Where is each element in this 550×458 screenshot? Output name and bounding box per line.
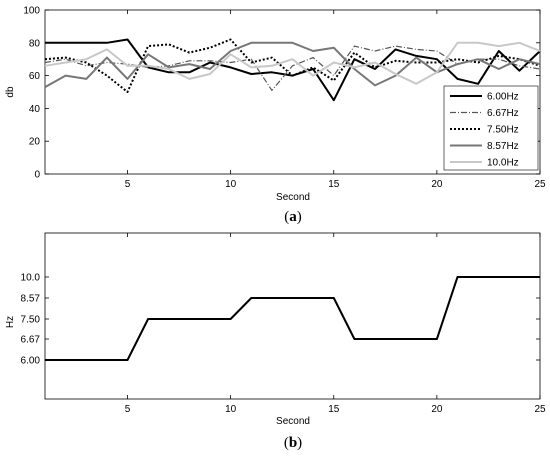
panel-a-ylabel: db (5, 86, 16, 98)
legend-label-7-50hz: 7.50Hz (487, 125, 519, 136)
panel-a-x-tick-label: 15 (328, 179, 340, 190)
series-line-10-0hz (44, 41, 541, 85)
panel-a-x-tick-label: 10 (225, 179, 237, 190)
panel-b-series-lines (45, 276, 540, 361)
panel-b-plot-frame (44, 232, 541, 400)
frequency-step-line (45, 276, 540, 361)
legend-label-6-00hz: 6.00Hz (487, 92, 519, 103)
panel-b-caption: (b) (284, 435, 302, 451)
panel-a-x-tick-label: 25 (534, 179, 546, 190)
panel-a-y-tick-label: 60 (29, 71, 41, 82)
panel-a-y-tick-label: 100 (23, 6, 40, 17)
panel-b-x-tick-label: 15 (328, 404, 340, 415)
panel-a-y-tick-label: 20 (29, 137, 41, 148)
panel-b-x-tick-label: 25 (534, 404, 546, 415)
panel-a-series-lines (44, 38, 541, 102)
panel-a-x-tick-label: 20 (431, 179, 443, 190)
panel-b-ticks: 5 10 15 20 25 6.00 6.67 7.50 8.57 10.0 (21, 233, 546, 415)
series-line-8-57hz (44, 41, 541, 88)
panel-a-y-tick-label: 0 (34, 170, 40, 181)
legend-label-10-0hz: 10.0Hz (487, 158, 519, 169)
panel-a-y-tick-label: 80 (29, 38, 41, 49)
series-line-7-50hz (44, 38, 541, 93)
panel-a-x-tick-label: 5 (125, 179, 131, 190)
panel-b-x-tick-label: 5 (125, 404, 131, 415)
legend-label-8-57hz: 8.57Hz (487, 141, 519, 152)
panel-b-ylabel: Hz (5, 316, 16, 328)
panel-b-y-tick-label: 6.00 (21, 356, 41, 367)
panel-a-xlabel: Second (276, 192, 310, 203)
panel-b-xlabel: Second (276, 416, 310, 427)
panel-a-y-tick-label: 40 (29, 104, 41, 115)
legend-label-6-67hz: 6.67Hz (487, 108, 519, 119)
panel-b-x-tick-label: 10 (225, 404, 237, 415)
panel-b-y-tick-label: 7.50 (21, 315, 41, 326)
panel-a-legend: 6.00Hz 6.67Hz 7.50Hz 8.57Hz 10.0Hz (443, 85, 539, 171)
panel-b-x-tick-label: 20 (431, 404, 443, 415)
panel-b-y-tick-label: 8.57 (21, 294, 41, 305)
panel-b-y-tick-label: 6.67 (21, 335, 41, 346)
panel-a-caption: (a) (284, 209, 302, 225)
panel-b-y-tick-label: 10.0 (21, 273, 41, 284)
panel-a-plot-frame (44, 9, 541, 175)
series-line-6-67hz (44, 45, 541, 92)
